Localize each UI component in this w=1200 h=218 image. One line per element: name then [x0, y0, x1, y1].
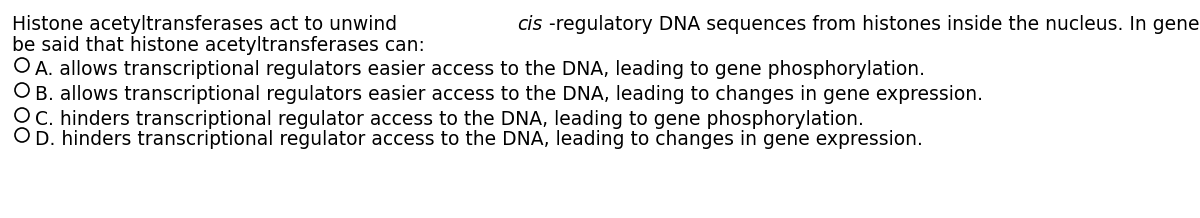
Text: -regulatory DNA sequences from histones inside the nucleus. In general, it can: -regulatory DNA sequences from histones …	[550, 15, 1200, 34]
Text: D. hinders transcriptional regulator access to the DNA, leading to changes in ge: D. hinders transcriptional regulator acc…	[35, 130, 923, 149]
Text: B. allows transcriptional regulators easier access to the DNA, leading to change: B. allows transcriptional regulators eas…	[35, 85, 983, 104]
Text: A. allows transcriptional regulators easier access to the DNA, leading to gene p: A. allows transcriptional regulators eas…	[35, 60, 925, 79]
Text: cis: cis	[517, 15, 542, 34]
Text: be said that histone acetyltransferases can:: be said that histone acetyltransferases …	[12, 36, 425, 55]
Text: C. hinders transcriptional regulator access to the DNA, leading to gene phosphor: C. hinders transcriptional regulator acc…	[35, 110, 864, 129]
Text: Histone acetyltransferases act to unwind: Histone acetyltransferases act to unwind	[12, 15, 403, 34]
